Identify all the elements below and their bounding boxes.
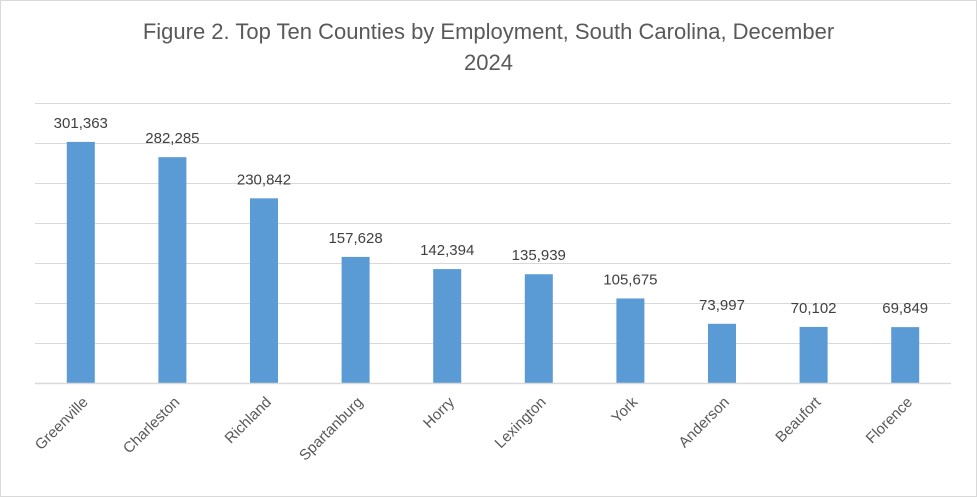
data-label-florence: 69,849 bbox=[882, 300, 928, 317]
data-label-lexington: 135,939 bbox=[512, 247, 566, 264]
bar-york bbox=[616, 298, 645, 383]
data-labels: 301,363 282,285 230,842 157,628 142,394 135,9… bbox=[54, 115, 928, 317]
x-tick-label-charleston: Charleston bbox=[120, 394, 183, 457]
x-tick-label-spartanburg: Spartanburg bbox=[296, 394, 366, 464]
gridlines bbox=[35, 103, 951, 344]
data-label-spartanburg: 157,628 bbox=[328, 230, 382, 247]
data-label-horry: 142,394 bbox=[420, 242, 474, 259]
data-label-beaufort: 70,102 bbox=[791, 300, 837, 317]
bars bbox=[66, 141, 920, 383]
data-label-anderson: 73,997 bbox=[699, 297, 745, 314]
data-label-richland: 230,842 bbox=[237, 171, 291, 188]
bar-richland bbox=[250, 198, 278, 383]
chart-title-line-2: 2024 bbox=[464, 50, 513, 75]
bar-anderson bbox=[708, 323, 736, 383]
x-tick-label-richland: Richland bbox=[222, 394, 275, 447]
bar-lexington bbox=[524, 274, 553, 383]
x-tick-label-anderson: Anderson bbox=[675, 394, 732, 451]
bar-beaufort bbox=[799, 326, 828, 383]
x-tick-label-york: York bbox=[608, 393, 641, 426]
bar-charleston bbox=[158, 157, 187, 383]
bar-greenville bbox=[66, 141, 95, 383]
x-tick-label-horry: Horry bbox=[420, 393, 458, 431]
x-tick-label-lexington: Lexington bbox=[492, 394, 550, 452]
x-tick-label-greenville: Greenville bbox=[32, 394, 92, 454]
bar-spartanburg bbox=[341, 256, 370, 383]
bar-florence bbox=[891, 327, 920, 383]
data-label-york: 105,675 bbox=[603, 271, 657, 288]
chart-title-line-1: Figure 2. Top Ten Counties by Employment… bbox=[142, 19, 835, 44]
data-label-charleston: 282,285 bbox=[145, 130, 199, 147]
x-axis-tick-labels: Greenville Charleston Richland Spartanburg H… bbox=[32, 393, 916, 464]
x-tick-label-beaufort: Beaufort bbox=[772, 393, 825, 446]
bar-horry bbox=[433, 269, 462, 383]
chart-title: Figure 2. Top Ten Counties by Employment… bbox=[0, 16, 977, 78]
x-tick-label-florence: Florence bbox=[863, 394, 916, 447]
data-label-greenville: 301,363 bbox=[54, 115, 108, 132]
